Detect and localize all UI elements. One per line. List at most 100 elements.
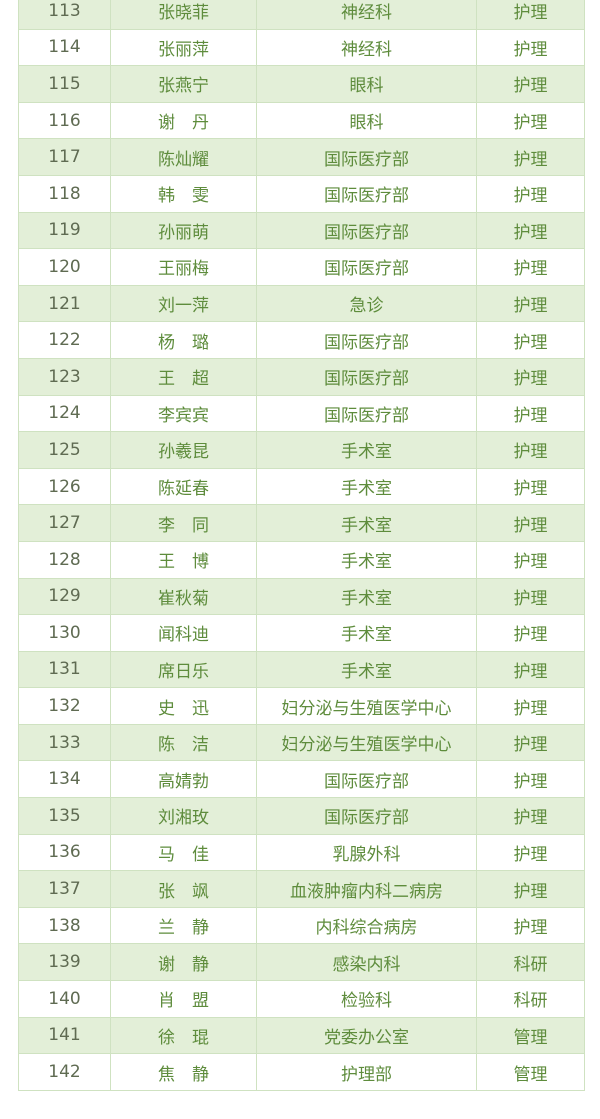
table-row: 129 崔秋菊 手术室 护理 <box>18 577 585 616</box>
table-row: 123 王 超国际医疗部 护理 <box>18 357 585 396</box>
row-number-cell: 142 <box>18 1053 111 1091</box>
category-cell: 护理 <box>476 650 585 689</box>
department-cell: 手术室 <box>256 614 477 652</box>
department-cell: 手术室 <box>256 504 477 542</box>
row-number-cell: 122 <box>18 321 111 359</box>
staff-name-cell: 张丽萍 <box>110 28 257 67</box>
category-cell: 管理 <box>476 1016 585 1055</box>
staff-name-cell: 陈延春 <box>110 467 257 506</box>
table-row: 131 席日乐 手术室 护理 <box>18 650 585 689</box>
table-row: 120 王丽梅 国际医疗部 护理 <box>18 248 585 286</box>
staff-name-cell: 崔秋菊 <box>110 577 257 616</box>
table-row: 133 陈 洁妇分泌与生殖医学中心 护理 <box>18 723 585 762</box>
row-number-cell: 131 <box>18 650 111 689</box>
staff-name-cell: 杨 璐 <box>110 321 257 359</box>
staff-name-cell: 陈 洁 <box>110 723 257 762</box>
row-number-cell: 139 <box>18 943 111 982</box>
staff-name-cell: 陈灿耀 <box>110 138 257 176</box>
department-cell: 眼科 <box>256 101 477 140</box>
row-number-cell: 126 <box>18 467 111 506</box>
category-cell: 护理 <box>476 833 585 872</box>
staff-name-cell: 孙丽萌 <box>110 211 257 250</box>
category-cell: 护理 <box>476 321 585 359</box>
category-cell: 护理 <box>476 723 585 762</box>
category-cell: 护理 <box>476 870 585 908</box>
category-cell: 护理 <box>476 906 585 945</box>
table-row: 132 史 迅妇分泌与生殖医学中心 护理 <box>18 687 585 725</box>
category-cell: 护理 <box>476 577 585 616</box>
department-cell: 妇分泌与生殖医学中心 <box>256 723 477 762</box>
row-number-cell: 129 <box>18 577 111 616</box>
row-number-cell: 121 <box>18 284 111 323</box>
category-cell: 护理 <box>476 101 585 140</box>
row-number-cell: 117 <box>18 138 111 176</box>
staff-name-cell: 徐 琨 <box>110 1016 257 1055</box>
staff-name-cell: 李 同 <box>110 504 257 542</box>
table-row: 136 马 佳乳腺外科 护理 <box>18 833 585 872</box>
category-cell: 护理 <box>476 797 585 835</box>
category-cell: 护理 <box>476 431 585 469</box>
row-number-cell: 134 <box>18 760 111 799</box>
row-number-cell: 114 <box>18 28 111 67</box>
department-cell: 血液肿瘤内科二病房 <box>256 870 477 908</box>
staff-name-cell: 王 超 <box>110 357 257 396</box>
staff-name-cell: 张燕宁 <box>110 65 257 103</box>
department-cell: 国际医疗部 <box>256 248 477 286</box>
staff-name-cell: 孙羲昆 <box>110 431 257 469</box>
category-cell: 管理 <box>476 1053 585 1091</box>
table-row: 142 焦 静护理部 管理 <box>18 1053 585 1091</box>
staff-name-cell: 焦 静 <box>110 1053 257 1091</box>
row-number-cell: 133 <box>18 723 111 762</box>
table-row: 141 徐 琨党委办公室 管理 <box>18 1016 585 1055</box>
staff-name-cell: 谢 丹 <box>110 101 257 140</box>
row-number-cell: 136 <box>18 833 111 872</box>
row-number-cell: 113 <box>18 0 111 30</box>
department-cell: 国际医疗部 <box>256 138 477 176</box>
department-cell: 神经科 <box>256 28 477 67</box>
staff-name-cell: 史 迅 <box>110 687 257 725</box>
staff-table: 113 张晓菲 神经科 护理 114 张丽萍 神经科 护理 115 张燕宁 眼科 护理 116 谢 丹眼科… <box>18 0 585 1091</box>
staff-name-cell: 席日乐 <box>110 650 257 689</box>
department-cell: 国际医疗部 <box>256 357 477 396</box>
table-row: 115 张燕宁 眼科 护理 <box>18 65 585 103</box>
category-cell: 护理 <box>476 687 585 725</box>
staff-name-cell: 谢 静 <box>110 943 257 982</box>
row-number-cell: 118 <box>18 174 111 213</box>
table-body: 113 张晓菲 神经科 护理 114 张丽萍 神经科 护理 115 张燕宁 眼科 护理 116 谢 丹眼科… <box>18 0 585 1091</box>
category-cell: 护理 <box>476 211 585 250</box>
staff-name-cell: 兰 静 <box>110 906 257 945</box>
department-cell: 护理部 <box>256 1053 477 1091</box>
department-cell: 手术室 <box>256 431 477 469</box>
row-number-cell: 120 <box>18 248 111 286</box>
department-cell: 党委办公室 <box>256 1016 477 1055</box>
row-number-cell: 132 <box>18 687 111 725</box>
department-cell: 内科综合病房 <box>256 906 477 945</box>
department-cell: 手术室 <box>256 577 477 616</box>
category-cell: 护理 <box>476 504 585 542</box>
department-cell: 感染内科 <box>256 943 477 982</box>
table-row: 124 李宾宾 国际医疗部 护理 <box>18 394 585 433</box>
department-cell: 国际医疗部 <box>256 174 477 213</box>
table-row: 125 孙羲昆 手术室 护理 <box>18 431 585 469</box>
department-cell: 妇分泌与生殖医学中心 <box>256 687 477 725</box>
row-number-cell: 127 <box>18 504 111 542</box>
table-row: 137 张 飒血液肿瘤内科二病房 护理 <box>18 870 585 908</box>
department-cell: 神经科 <box>256 0 477 30</box>
table-row: 122 杨 璐国际医疗部 护理 <box>18 321 585 359</box>
category-cell: 护理 <box>476 540 585 579</box>
department-cell: 手术室 <box>256 650 477 689</box>
table-row: 114 张丽萍 神经科 护理 <box>18 28 585 67</box>
table-row: 121 刘一萍 急诊 护理 <box>18 284 585 323</box>
department-cell: 国际医疗部 <box>256 797 477 835</box>
row-number-cell: 137 <box>18 870 111 908</box>
category-cell: 护理 <box>476 284 585 323</box>
department-cell: 手术室 <box>256 540 477 579</box>
category-cell: 护理 <box>476 760 585 799</box>
department-cell: 国际医疗部 <box>256 760 477 799</box>
department-cell: 手术室 <box>256 467 477 506</box>
department-cell: 乳腺外科 <box>256 833 477 872</box>
row-number-cell: 138 <box>18 906 111 945</box>
table-row: 128 王 博手术室 护理 <box>18 540 585 579</box>
row-number-cell: 125 <box>18 431 111 469</box>
row-number-cell: 115 <box>18 65 111 103</box>
